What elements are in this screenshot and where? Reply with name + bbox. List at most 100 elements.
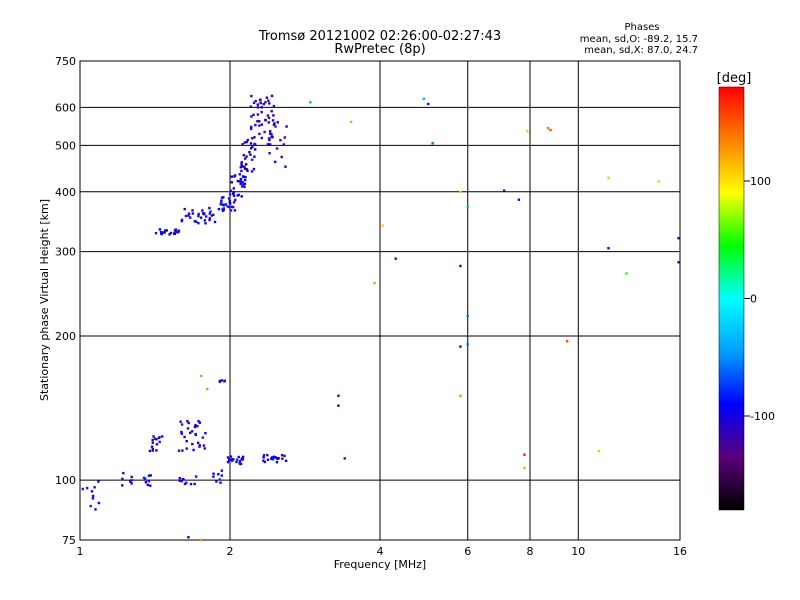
data-point bbox=[265, 96, 269, 99]
data-point bbox=[203, 212, 206, 215]
data-point bbox=[197, 212, 200, 216]
data-point bbox=[94, 508, 97, 511]
data-point bbox=[240, 162, 243, 166]
y-axis-label: Stationary phase Virtual Height [km] bbox=[38, 199, 51, 401]
data-point bbox=[270, 457, 273, 460]
data-point bbox=[250, 125, 253, 129]
data-point bbox=[233, 174, 237, 177]
data-point bbox=[220, 474, 223, 477]
data-point bbox=[238, 180, 242, 183]
data-point bbox=[248, 151, 251, 154]
data-point bbox=[523, 466, 526, 470]
data-point bbox=[232, 458, 235, 461]
data-point bbox=[85, 486, 89, 490]
data-point bbox=[180, 432, 184, 435]
data-point bbox=[373, 281, 376, 285]
data-point bbox=[186, 420, 189, 423]
data-point bbox=[204, 432, 207, 435]
data-point bbox=[275, 456, 278, 460]
data-point bbox=[232, 187, 235, 190]
data-point bbox=[231, 459, 234, 462]
data-point bbox=[466, 314, 469, 318]
data-point bbox=[264, 118, 267, 122]
data-point bbox=[241, 181, 244, 184]
y-tick-label: 75 bbox=[62, 534, 76, 547]
data-point bbox=[220, 469, 224, 472]
data-point bbox=[180, 423, 184, 426]
data-point bbox=[245, 140, 248, 144]
data-point bbox=[189, 482, 193, 486]
data-point bbox=[258, 132, 261, 136]
data-point bbox=[238, 461, 241, 464]
data-point bbox=[222, 196, 225, 199]
data-point bbox=[254, 99, 257, 103]
data-point bbox=[130, 475, 133, 479]
data-point bbox=[229, 189, 232, 192]
data-point bbox=[241, 175, 245, 178]
data-point bbox=[228, 201, 231, 204]
chart-title: Tromsø 20121002 02:26:00-02:27:43 bbox=[258, 29, 501, 44]
data-point bbox=[213, 220, 217, 224]
data-point bbox=[239, 166, 242, 169]
data-point bbox=[196, 425, 199, 428]
data-point bbox=[191, 430, 194, 433]
data-point bbox=[91, 494, 95, 498]
data-point bbox=[162, 231, 165, 234]
data-point bbox=[268, 152, 271, 155]
data-point bbox=[272, 123, 276, 126]
data-point bbox=[246, 138, 249, 142]
data-point bbox=[270, 136, 273, 139]
data-point bbox=[254, 123, 257, 127]
data-point bbox=[240, 161, 243, 164]
data-point bbox=[239, 177, 243, 181]
data-point bbox=[205, 215, 208, 218]
data-point bbox=[349, 120, 353, 123]
data-point bbox=[244, 157, 247, 160]
data-point bbox=[607, 247, 610, 250]
data-point bbox=[267, 137, 271, 140]
data-point bbox=[195, 475, 198, 478]
y-tick-label: 100 bbox=[55, 474, 76, 487]
data-point bbox=[90, 490, 94, 493]
grid-lines bbox=[80, 61, 680, 540]
data-point bbox=[625, 272, 628, 275]
data-point bbox=[81, 487, 84, 491]
data-point bbox=[241, 455, 245, 459]
data-point bbox=[283, 136, 286, 139]
data-point bbox=[183, 207, 186, 211]
data-point bbox=[157, 436, 161, 440]
data-point bbox=[245, 163, 248, 166]
data-point bbox=[198, 445, 201, 448]
data-point bbox=[230, 175, 233, 178]
x-tick-label: 1 bbox=[77, 545, 84, 558]
data-point bbox=[212, 213, 215, 217]
data-point bbox=[266, 143, 270, 146]
data-point bbox=[158, 440, 161, 444]
data-point bbox=[180, 430, 183, 434]
data-point bbox=[245, 155, 248, 158]
data-point bbox=[159, 231, 163, 234]
data-point bbox=[122, 471, 125, 475]
data-point bbox=[251, 145, 254, 149]
data-point bbox=[252, 113, 255, 116]
data-point bbox=[394, 257, 397, 260]
data-point bbox=[232, 201, 236, 204]
data-point bbox=[186, 427, 190, 430]
data-point bbox=[160, 232, 163, 236]
data-point bbox=[150, 445, 154, 448]
data-point bbox=[208, 217, 211, 220]
data-point bbox=[262, 456, 265, 459]
data-point bbox=[220, 199, 223, 202]
data-point bbox=[206, 387, 209, 391]
data-point bbox=[259, 98, 262, 101]
data-point bbox=[220, 196, 224, 199]
data-point bbox=[272, 104, 276, 108]
data-point bbox=[163, 229, 167, 232]
data-point bbox=[250, 115, 253, 118]
data-point bbox=[526, 130, 529, 133]
data-point bbox=[246, 169, 249, 172]
data-point bbox=[466, 343, 469, 346]
data-point bbox=[97, 480, 100, 483]
data-point bbox=[173, 231, 176, 235]
data-point bbox=[251, 158, 254, 161]
